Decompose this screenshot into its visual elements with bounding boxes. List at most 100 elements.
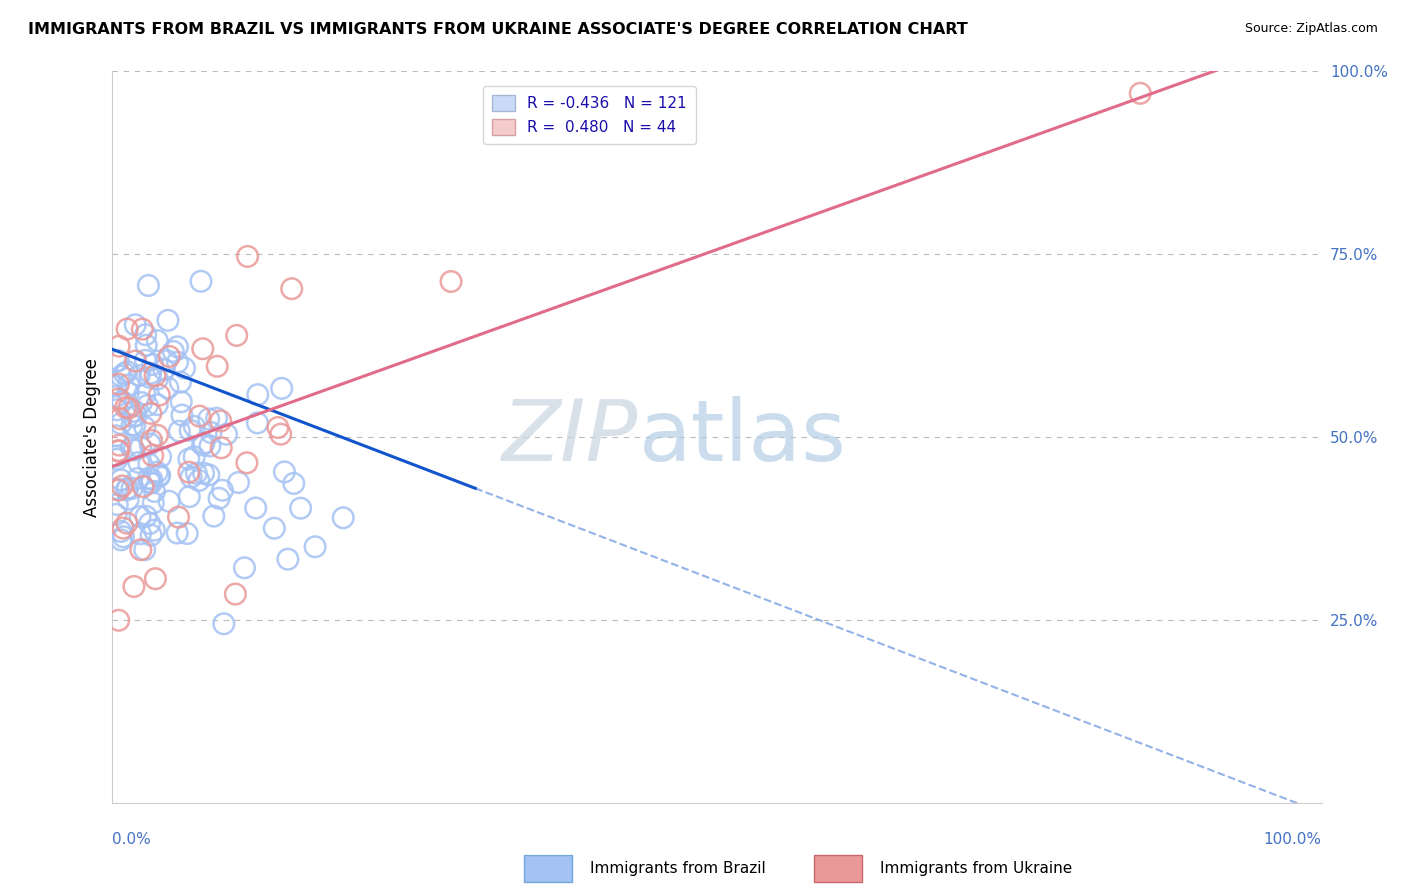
Point bbox=[188, 409, 211, 424]
Point bbox=[105, 498, 128, 512]
Point bbox=[211, 483, 233, 498]
Point bbox=[110, 473, 132, 487]
Point bbox=[146, 428, 169, 442]
Point bbox=[110, 524, 132, 539]
Point bbox=[186, 467, 208, 481]
Point bbox=[142, 358, 165, 372]
Point bbox=[198, 467, 221, 482]
Point bbox=[205, 359, 228, 374]
Point bbox=[139, 406, 162, 420]
Point bbox=[107, 443, 129, 458]
Point bbox=[153, 362, 176, 376]
Point bbox=[138, 471, 160, 485]
Point bbox=[187, 474, 209, 488]
Point bbox=[105, 402, 128, 417]
Point bbox=[128, 368, 150, 383]
Point bbox=[118, 401, 141, 415]
Point bbox=[169, 375, 191, 389]
Point bbox=[173, 361, 195, 376]
Point bbox=[167, 510, 190, 524]
Point bbox=[180, 470, 202, 484]
Point bbox=[146, 398, 169, 412]
Point bbox=[107, 353, 129, 368]
Point bbox=[105, 452, 128, 467]
Point bbox=[208, 491, 231, 506]
Point bbox=[148, 388, 170, 402]
Point bbox=[107, 483, 129, 497]
Point bbox=[143, 368, 166, 383]
Point bbox=[142, 496, 165, 510]
Point bbox=[179, 423, 201, 437]
Point bbox=[110, 369, 132, 384]
Point bbox=[149, 450, 172, 464]
Point bbox=[112, 530, 135, 544]
Point bbox=[131, 322, 153, 336]
Point bbox=[280, 282, 302, 296]
Point bbox=[139, 528, 162, 542]
Point bbox=[114, 401, 136, 415]
Point bbox=[115, 365, 138, 379]
Point bbox=[139, 437, 162, 451]
Point bbox=[115, 483, 138, 497]
Point bbox=[107, 377, 129, 392]
Point bbox=[139, 475, 162, 490]
Point bbox=[179, 490, 201, 504]
Point bbox=[209, 414, 232, 428]
Point bbox=[138, 278, 160, 293]
Point bbox=[290, 501, 312, 516]
Point bbox=[129, 542, 152, 557]
Point bbox=[245, 500, 267, 515]
Point bbox=[124, 318, 146, 332]
Point bbox=[270, 381, 292, 395]
Point bbox=[138, 457, 160, 471]
Point bbox=[124, 404, 146, 418]
Point bbox=[191, 342, 214, 356]
Point bbox=[166, 340, 188, 354]
Text: 100.0%: 100.0% bbox=[1264, 832, 1322, 847]
Point bbox=[105, 482, 128, 496]
Point bbox=[134, 542, 156, 557]
Point bbox=[132, 480, 155, 494]
Point bbox=[283, 476, 305, 491]
Point bbox=[110, 417, 132, 431]
Point bbox=[146, 372, 169, 386]
Point bbox=[170, 394, 193, 409]
Point bbox=[304, 540, 326, 554]
Point bbox=[105, 449, 128, 463]
Point bbox=[200, 425, 222, 440]
Point bbox=[135, 327, 157, 342]
Text: Source: ZipAtlas.com: Source: ZipAtlas.com bbox=[1244, 22, 1378, 36]
Point bbox=[129, 526, 152, 541]
Point bbox=[122, 580, 145, 594]
Point bbox=[233, 561, 256, 575]
Point bbox=[139, 370, 162, 384]
Point bbox=[124, 354, 146, 368]
Point bbox=[267, 420, 290, 434]
Point bbox=[105, 429, 128, 443]
Point bbox=[169, 424, 191, 438]
Point bbox=[228, 475, 250, 490]
Point bbox=[236, 456, 259, 470]
Point bbox=[205, 411, 228, 425]
Point bbox=[157, 350, 180, 364]
Point bbox=[246, 387, 269, 401]
Point bbox=[134, 387, 156, 401]
Point bbox=[111, 394, 134, 409]
Legend: R = -0.436   N = 121, R =  0.480   N = 44: R = -0.436 N = 121, R = 0.480 N = 44 bbox=[482, 87, 696, 145]
Point bbox=[198, 439, 221, 453]
Point bbox=[193, 436, 215, 450]
Point bbox=[136, 399, 159, 413]
Y-axis label: Associate's Degree: Associate's Degree bbox=[83, 358, 101, 516]
Point bbox=[117, 481, 139, 495]
Text: Immigrants from Brazil: Immigrants from Brazil bbox=[591, 861, 766, 876]
Point bbox=[332, 510, 354, 524]
Point bbox=[224, 587, 246, 601]
Point bbox=[110, 533, 132, 547]
Point bbox=[156, 353, 179, 368]
Point bbox=[112, 521, 135, 535]
Point bbox=[193, 467, 215, 481]
Point bbox=[246, 416, 269, 430]
Point bbox=[129, 509, 152, 524]
Point bbox=[143, 484, 166, 499]
Point bbox=[176, 526, 198, 541]
